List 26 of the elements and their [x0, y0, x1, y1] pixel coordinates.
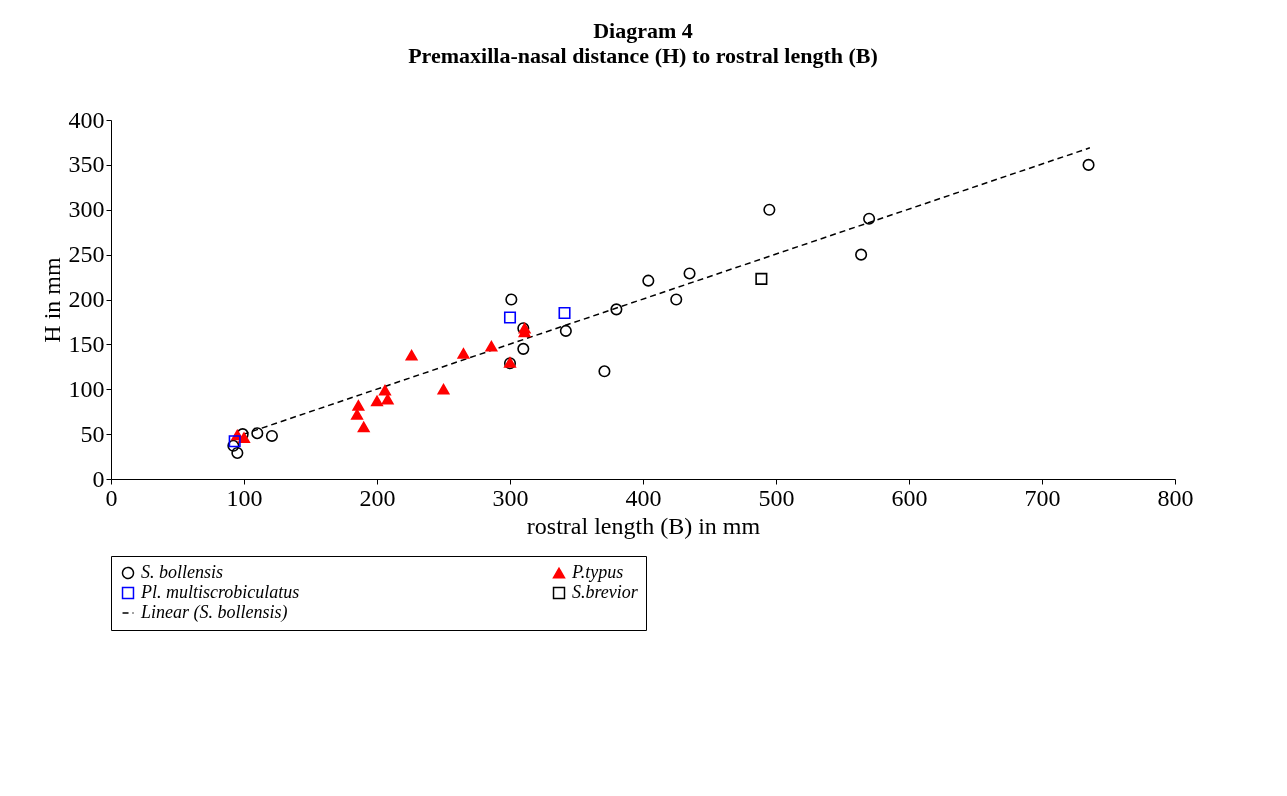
chart-title: Diagram 4: [593, 18, 693, 43]
legend-label: P.typus: [571, 562, 624, 582]
y-tick-label: 100: [68, 375, 105, 402]
y-tick-label: 300: [68, 196, 105, 223]
legend-label: S.brevior: [572, 582, 639, 602]
legend-label: Linear (S. bollensis): [140, 602, 288, 623]
y-tick-label: 200: [68, 286, 105, 312]
x-tick-label: 700: [1024, 484, 1061, 511]
x-tick-label: 400: [625, 484, 662, 511]
y-tick-label: 150: [68, 330, 105, 357]
x-tick-label: 600: [891, 484, 928, 511]
y-tick-label: 350: [68, 151, 105, 178]
y-tick-label: 250: [68, 241, 105, 268]
x-axis-title: rostral length (B) in mm: [526, 512, 761, 539]
legend-label: S. bollensis: [141, 562, 224, 582]
x-tick-label: 500: [758, 484, 795, 511]
x-tick-label: 800: [1157, 484, 1194, 511]
x-tick-label: 100: [226, 484, 263, 511]
y-tick-label: 0: [92, 465, 105, 492]
y-tick-label: 400: [68, 106, 105, 133]
y-axis-title: H in mm: [38, 257, 65, 343]
y-tick-label: 50: [80, 420, 105, 447]
x-tick-label: 300: [492, 484, 529, 511]
legend-label: Pl. multiscrobiculatus: [140, 582, 300, 602]
chart-subtitle: Premaxilla-nasal distance (H) to rostral length (B): [408, 43, 878, 68]
x-tick-label: 200: [359, 484, 396, 511]
